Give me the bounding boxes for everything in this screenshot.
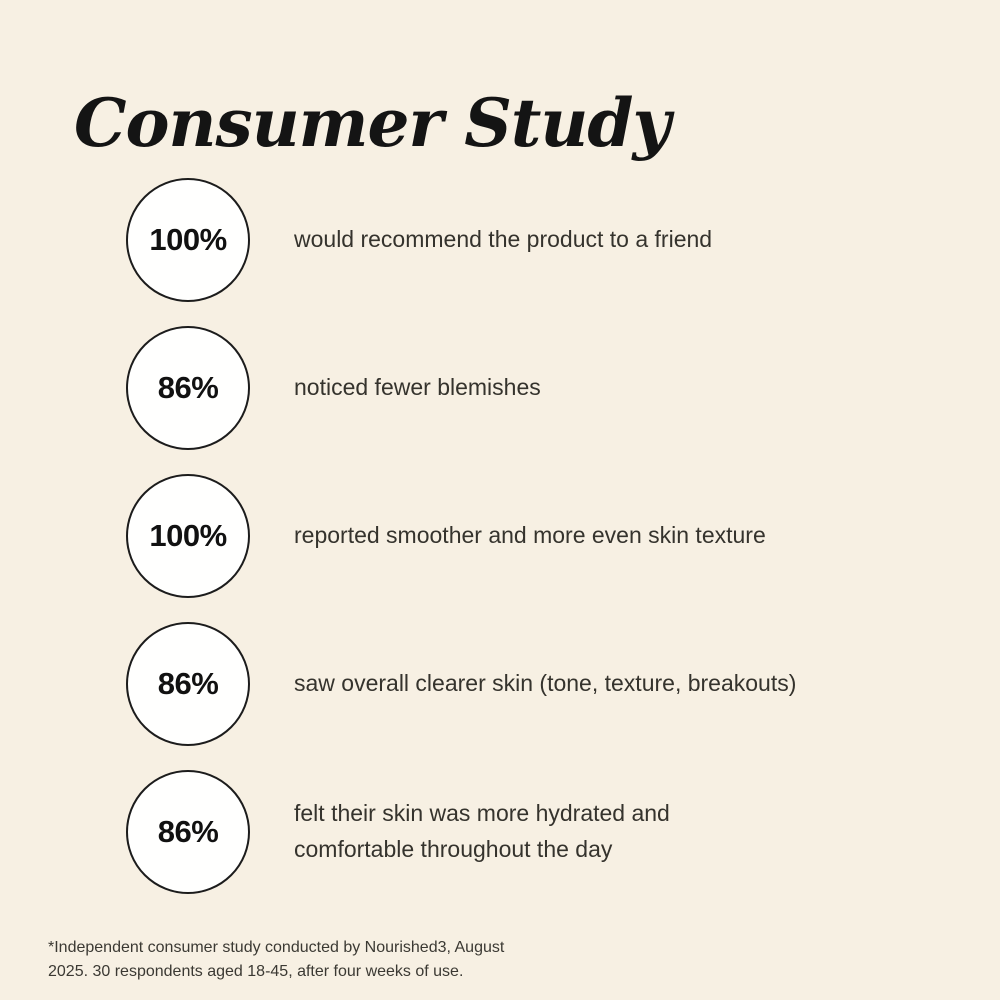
stats-list: 100% would recommend the product to a fr…	[126, 178, 916, 918]
stat-label: saw overall clearer skin (tone, texture,…	[294, 670, 797, 697]
stat-label: reported smoother and more even skin tex…	[294, 522, 766, 549]
stat-circle: 100%	[126, 474, 250, 598]
stat-label: felt their skin was more hydrated and co…	[294, 800, 670, 862]
stat-label: noticed fewer blemishes	[294, 374, 541, 401]
stat-value: 100%	[149, 518, 227, 553]
stat-label: would recommend the product to a friend	[294, 226, 713, 253]
stat-value: 86%	[157, 370, 219, 405]
stat-value: 100%	[149, 222, 227, 257]
stat-circle: 86%	[126, 770, 250, 894]
stat-circle: 100%	[126, 178, 250, 302]
stat-row: 100% would recommend the product to a fr…	[126, 178, 916, 302]
page-title: Consumer Study	[74, 84, 671, 163]
stat-circle: 86%	[126, 622, 250, 746]
stat-row: 86% saw overall clearer skin (tone, text…	[126, 622, 916, 746]
footnote: *Independent consumer study conducted by…	[48, 939, 505, 980]
stat-value: 86%	[157, 814, 219, 849]
stat-value: 86%	[157, 666, 219, 701]
stat-circle: 86%	[126, 326, 250, 450]
stat-row: 86% noticed fewer blemishes	[126, 326, 916, 450]
stat-row: 86% felt their skin was more hydrated an…	[126, 770, 916, 894]
stat-row: 100% reported smoother and more even ski…	[126, 474, 916, 598]
